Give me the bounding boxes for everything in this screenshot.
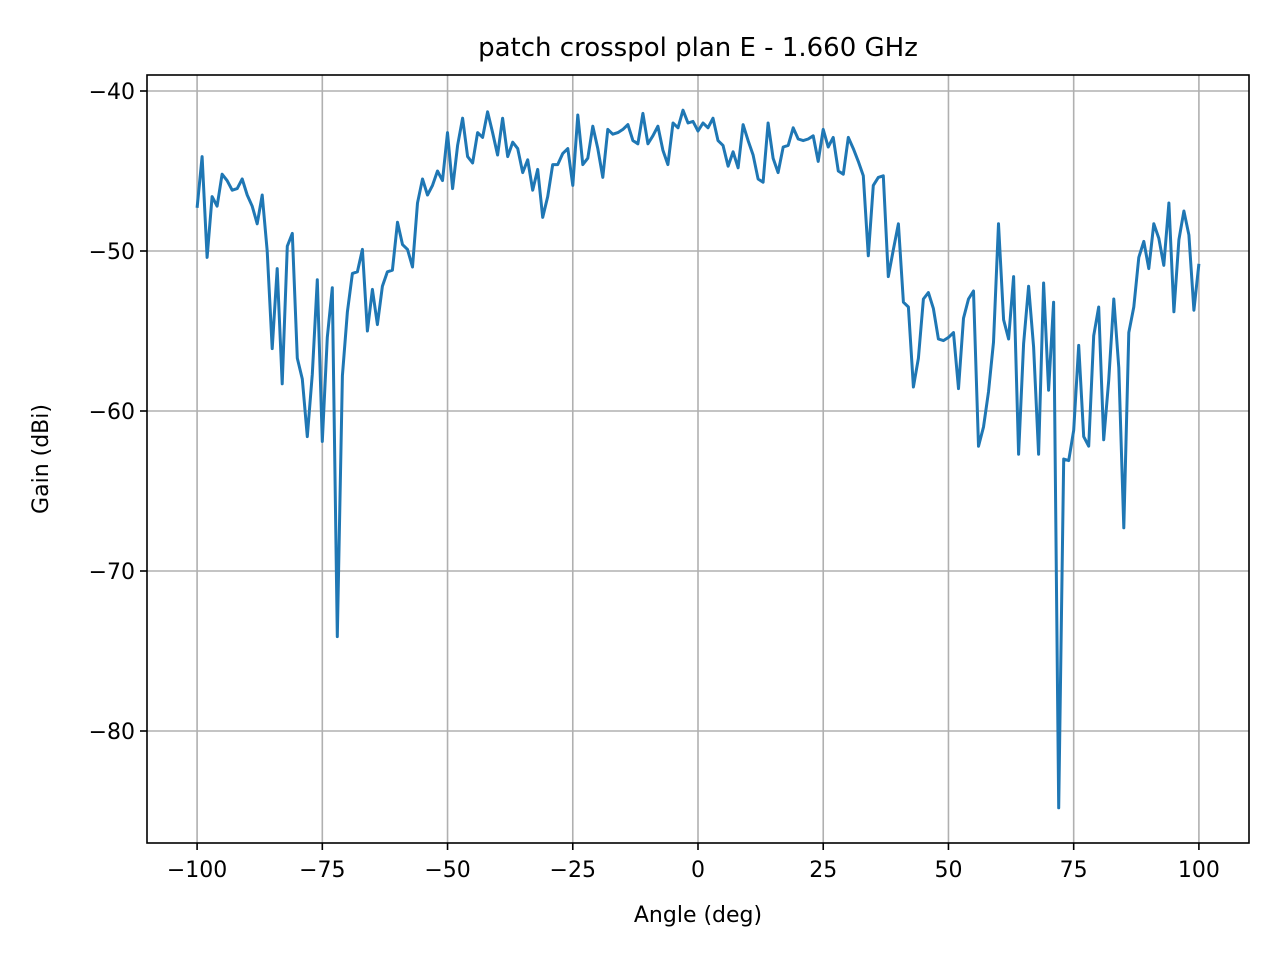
x-tick-label: 100 (1178, 858, 1220, 883)
x-tick-label: −50 (424, 858, 470, 883)
y-tick-label: −40 (89, 80, 135, 105)
y-axis-label: Gain (dBi) (29, 404, 54, 514)
series-line (195, 108, 1201, 810)
x-tick-label: 75 (1060, 858, 1088, 883)
x-tick-label: 25 (809, 858, 837, 883)
x-tick-label: 0 (691, 858, 705, 883)
x-tick-label: 50 (934, 858, 962, 883)
x-axis-label: Angle (deg) (634, 903, 762, 928)
y-tick-label: −50 (89, 240, 135, 265)
grid (147, 75, 1249, 843)
y-tick-label: −70 (89, 560, 135, 585)
y-tick-label: −60 (89, 400, 135, 425)
y-tick-label: −80 (89, 720, 135, 745)
x-tick-label: −25 (550, 858, 596, 883)
x-tick-label: −100 (167, 858, 227, 883)
x-tick-label: −75 (299, 858, 345, 883)
chart-title: patch crosspol plan E - 1.660 GHz (478, 33, 918, 63)
ticks: −100 −75 −50 −25 0 25 50 75 100 −80 −70 −60 −50 −40 (89, 80, 1220, 883)
